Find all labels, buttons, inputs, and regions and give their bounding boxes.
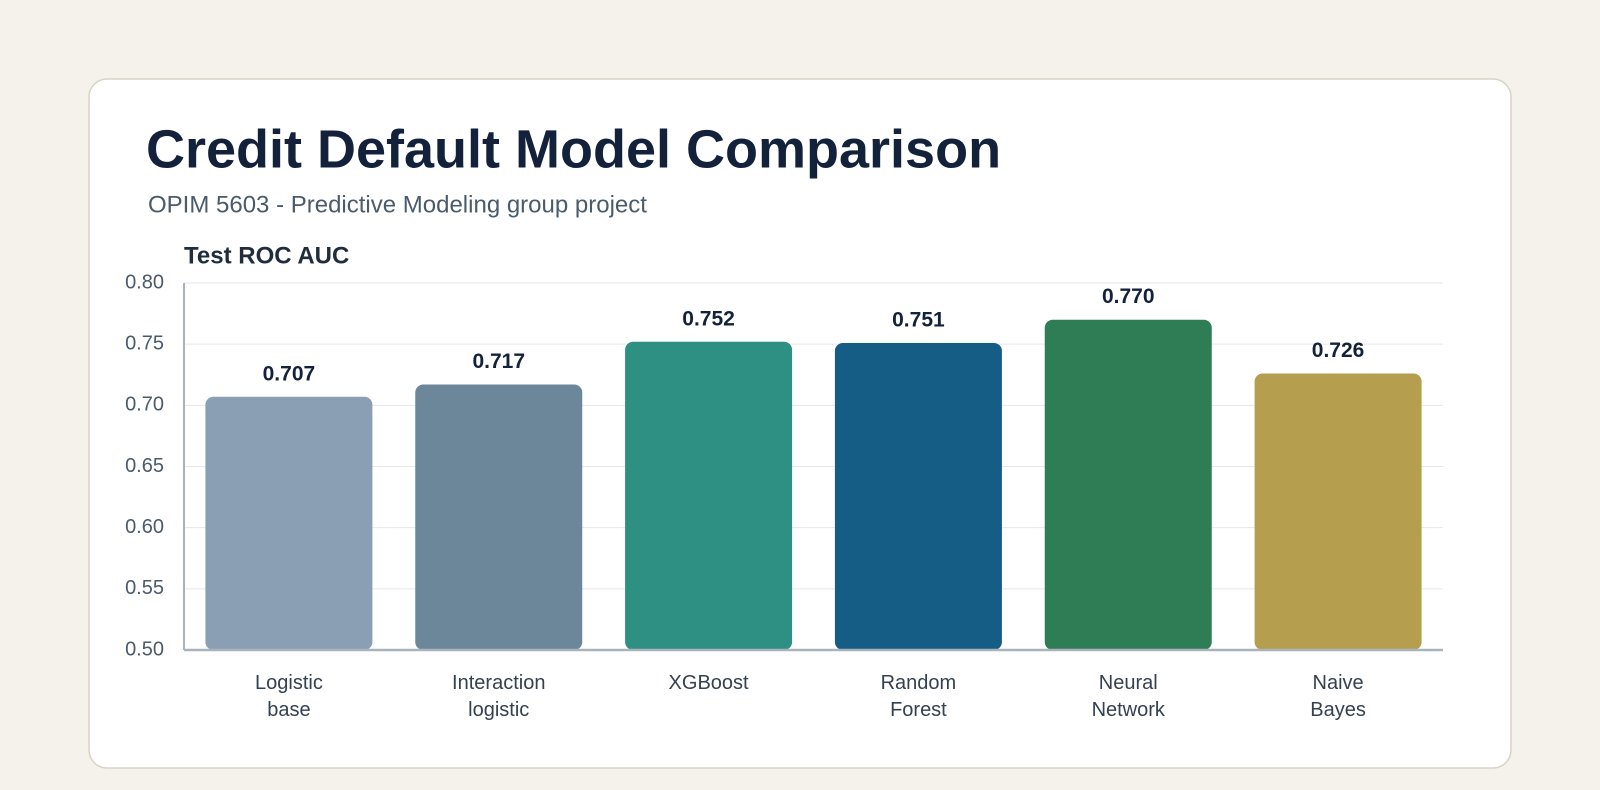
y-tick-label: 0.80 bbox=[125, 271, 164, 293]
bar bbox=[205, 396, 373, 650]
value-label: 0.707 bbox=[263, 362, 316, 385]
value-label: 0.717 bbox=[472, 350, 525, 373]
y-tick-label: 0.75 bbox=[125, 332, 164, 354]
x-tick-label: XGBoost bbox=[668, 672, 749, 694]
value-label: 0.752 bbox=[682, 307, 735, 330]
y-tick-label: 0.65 bbox=[125, 455, 164, 477]
x-tick-label: Naive Bayes bbox=[1310, 672, 1366, 721]
bar bbox=[625, 341, 793, 650]
value-label: 0.751 bbox=[892, 308, 945, 331]
value-label: 0.726 bbox=[1312, 339, 1365, 362]
bar bbox=[834, 342, 1002, 650]
x-tick-label: Logistic base bbox=[255, 672, 323, 721]
y-tick-label: 0.70 bbox=[125, 394, 164, 416]
y-axis-label: Test ROC AUC bbox=[184, 242, 349, 269]
x-tick-label: Neural Network bbox=[1091, 672, 1165, 721]
x-tick-label: Random Forest bbox=[880, 672, 957, 721]
y-tick-label: 0.50 bbox=[125, 638, 164, 660]
chart-subtitle: OPIM 5603 - Predictive Modeling group pr… bbox=[148, 191, 647, 218]
bar bbox=[1044, 319, 1212, 650]
y-tick-label: 0.60 bbox=[125, 516, 164, 538]
value-label: 0.770 bbox=[1102, 285, 1155, 308]
chart-title: Credit Default Model Comparison bbox=[146, 119, 1001, 179]
bar bbox=[1254, 373, 1422, 650]
x-tick-label: Interaction logistic bbox=[452, 672, 546, 721]
bar bbox=[415, 384, 583, 650]
y-tick-label: 0.55 bbox=[125, 577, 164, 599]
